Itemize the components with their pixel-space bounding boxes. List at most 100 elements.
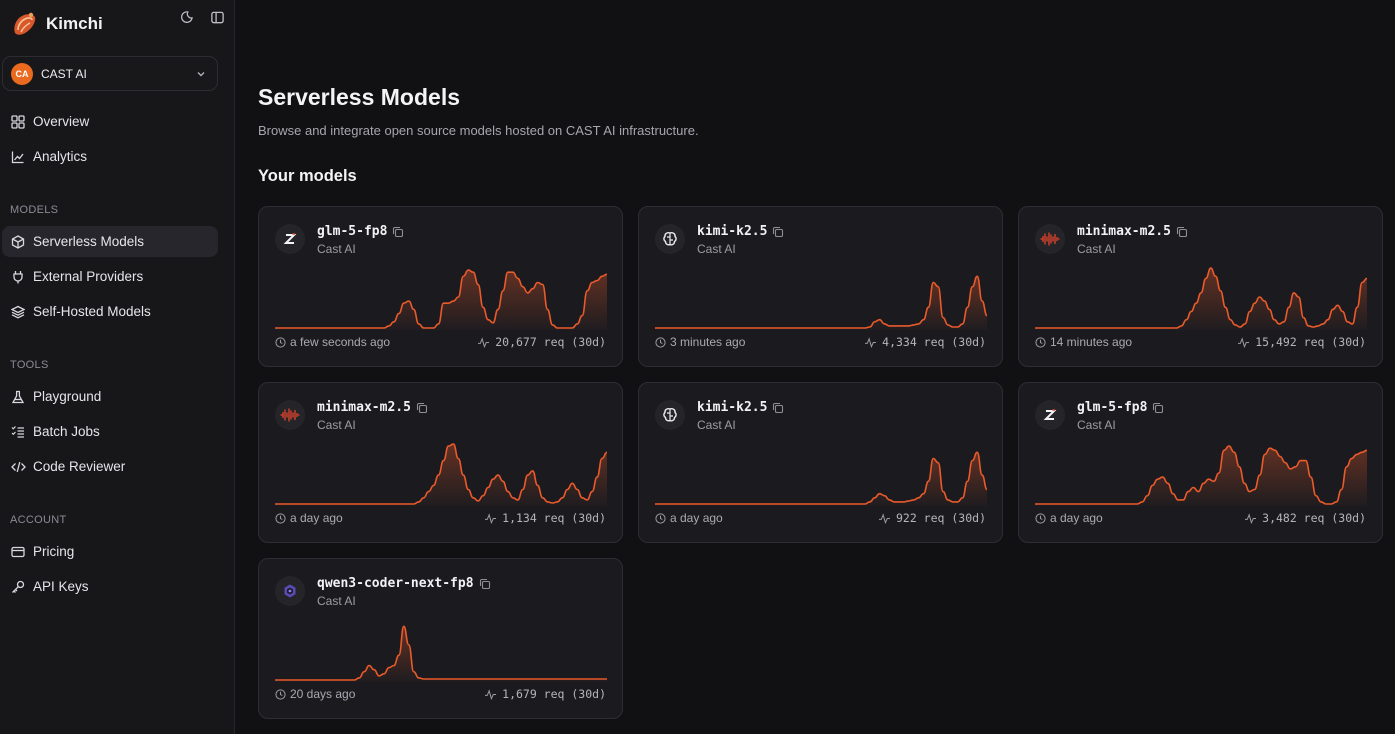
- sparkline-line: [1035, 445, 1368, 505]
- copy-icon[interactable]: [416, 402, 428, 414]
- sparkline-line: [275, 269, 608, 329]
- last-used-text: 20 days ago: [290, 687, 356, 701]
- model-card[interactable]: kimi-k2.5 Cast AI 3 minutes ago 4,334 req (…: [638, 206, 1003, 367]
- copy-icon[interactable]: [772, 226, 784, 238]
- last-used: a few seconds ago: [275, 335, 390, 349]
- nav-item-api-keys[interactable]: API Keys: [2, 571, 218, 602]
- chevron-down-icon: [195, 68, 207, 80]
- request-count: 20,677 req (30d): [477, 335, 606, 349]
- model-card[interactable]: minimax-m2.5 Cast AI a day ago 1,134 req (3…: [258, 382, 623, 543]
- sparkline-area: [275, 444, 607, 506]
- cube-icon: [10, 234, 26, 250]
- page-title: Serverless Models: [258, 84, 461, 110]
- usage-sparkline: [655, 262, 988, 330]
- sparkline-area: [275, 626, 607, 682]
- request-count-text: 3,482 req (30d): [1262, 511, 1366, 525]
- copy-icon[interactable]: [772, 402, 784, 414]
- clock-icon: [655, 512, 666, 524]
- clock-icon: [275, 512, 286, 524]
- model-card[interactable]: kimi-k2.5 Cast AI a day ago 922 req (30d): [638, 382, 1003, 543]
- nav-item-serverless-models[interactable]: Serverless Models: [2, 226, 218, 257]
- model-card[interactable]: glm-5-fp8 Cast AI a day ago 3,482 req (30d): [1018, 382, 1383, 543]
- nav-item-batch-jobs[interactable]: Batch Jobs: [2, 416, 218, 447]
- brain-icon: [655, 224, 685, 254]
- theme-toggle-icon[interactable]: [178, 8, 196, 26]
- nav-item-pricing[interactable]: Pricing: [2, 536, 218, 567]
- waveform-icon: [1035, 224, 1065, 254]
- model-provider: Cast AI: [697, 418, 736, 432]
- last-used: 3 minutes ago: [655, 335, 745, 349]
- nav-item-playground[interactable]: Playground: [2, 381, 218, 412]
- model-name: glm-5-fp8: [1077, 400, 1148, 415]
- nav-item-analytics[interactable]: Analytics: [2, 141, 218, 172]
- sparkline-area: [1035, 446, 1367, 506]
- request-count: 3,482 req (30d): [1244, 511, 1366, 525]
- layers-icon: [10, 304, 26, 320]
- activity-icon: [1244, 512, 1257, 524]
- request-count-text: 20,677 req (30d): [495, 335, 606, 349]
- sparkline-area: [275, 270, 607, 330]
- collapse-sidebar-icon[interactable]: [208, 8, 226, 26]
- model-name: kimi-k2.5: [697, 224, 768, 239]
- app-name: Kimchi: [46, 14, 103, 33]
- copy-icon[interactable]: [1176, 226, 1188, 238]
- model-name-row: qwen3-coder-next-fp8: [317, 576, 491, 591]
- model-card[interactable]: glm-5-fp8 Cast AI a few seconds ago 20,677 …: [258, 206, 623, 367]
- usage-sparkline: [275, 262, 608, 330]
- model-provider: Cast AI: [1077, 418, 1116, 432]
- grid-icon: [10, 114, 26, 130]
- nav-label: Self-Hosted Models: [33, 304, 151, 319]
- zhipu-z-icon: [1035, 400, 1065, 430]
- sparkline-area: [655, 276, 987, 330]
- copy-icon[interactable]: [392, 226, 404, 238]
- usage-sparkline: [1035, 438, 1368, 506]
- nav-section-account: ACCOUNT: [10, 514, 67, 526]
- org-avatar: CA: [11, 62, 33, 85]
- usage-sparkline: [275, 438, 608, 506]
- nav-item-code-reviewer[interactable]: Code Reviewer: [2, 451, 218, 482]
- sidebar: Kimchi CA CAST AI Overview: [0, 0, 235, 734]
- list-check-icon: [10, 424, 26, 440]
- request-count: 15,492 req (30d): [1237, 335, 1366, 349]
- sparkline-line: [655, 451, 988, 505]
- last-used: a day ago: [275, 511, 343, 525]
- nav-item-external-providers[interactable]: External Providers: [2, 261, 218, 292]
- copy-icon[interactable]: [1152, 402, 1164, 414]
- clock-icon: [1035, 512, 1046, 524]
- nav-section-tools: TOOLS: [10, 359, 49, 371]
- kimchi-logo-icon[interactable]: [8, 8, 40, 40]
- qwen-icon: [275, 576, 305, 606]
- nav-section-models: MODELS: [10, 204, 59, 216]
- model-provider: Cast AI: [317, 594, 356, 608]
- model-name-row: minimax-m2.5: [317, 400, 428, 415]
- nav-item-self-hosted-models[interactable]: Self-Hosted Models: [2, 296, 218, 327]
- model-provider: Cast AI: [317, 242, 356, 256]
- usage-sparkline: [1035, 262, 1368, 330]
- model-name: glm-5-fp8: [317, 224, 388, 239]
- clock-icon: [1035, 336, 1046, 348]
- copy-icon[interactable]: [479, 578, 491, 590]
- request-count-text: 15,492 req (30d): [1255, 335, 1366, 349]
- brand-actions: [178, 8, 226, 26]
- model-name: minimax-m2.5: [317, 400, 411, 415]
- model-name-row: glm-5-fp8: [1077, 400, 1164, 415]
- nav-item-overview[interactable]: Overview: [2, 106, 218, 137]
- usage-sparkline: [275, 614, 607, 682]
- sparkline-line: [275, 443, 608, 505]
- model-name-row: kimi-k2.5: [697, 224, 784, 239]
- model-provider: Cast AI: [1077, 242, 1116, 256]
- last-used-text: 3 minutes ago: [670, 335, 746, 349]
- last-used-text: a few seconds ago: [290, 335, 391, 349]
- sparkline-line: [1035, 267, 1368, 329]
- model-name: qwen3-coder-next-fp8: [317, 576, 474, 591]
- chart-line-icon: [10, 149, 26, 165]
- key-icon: [10, 579, 26, 595]
- sparkline-svg: [275, 443, 608, 506]
- model-name: minimax-m2.5: [1077, 224, 1171, 239]
- nav-label: API Keys: [33, 579, 89, 594]
- org-selector[interactable]: CA CAST AI: [2, 56, 218, 91]
- section-title: Your models: [258, 167, 357, 185]
- model-card[interactable]: qwen3-coder-next-fp8 Cast AI 20 days ago 1,…: [258, 558, 623, 719]
- sparkline-svg: [1035, 445, 1368, 506]
- model-card[interactable]: minimax-m2.5 Cast AI 14 minutes ago 15,492 …: [1018, 206, 1383, 367]
